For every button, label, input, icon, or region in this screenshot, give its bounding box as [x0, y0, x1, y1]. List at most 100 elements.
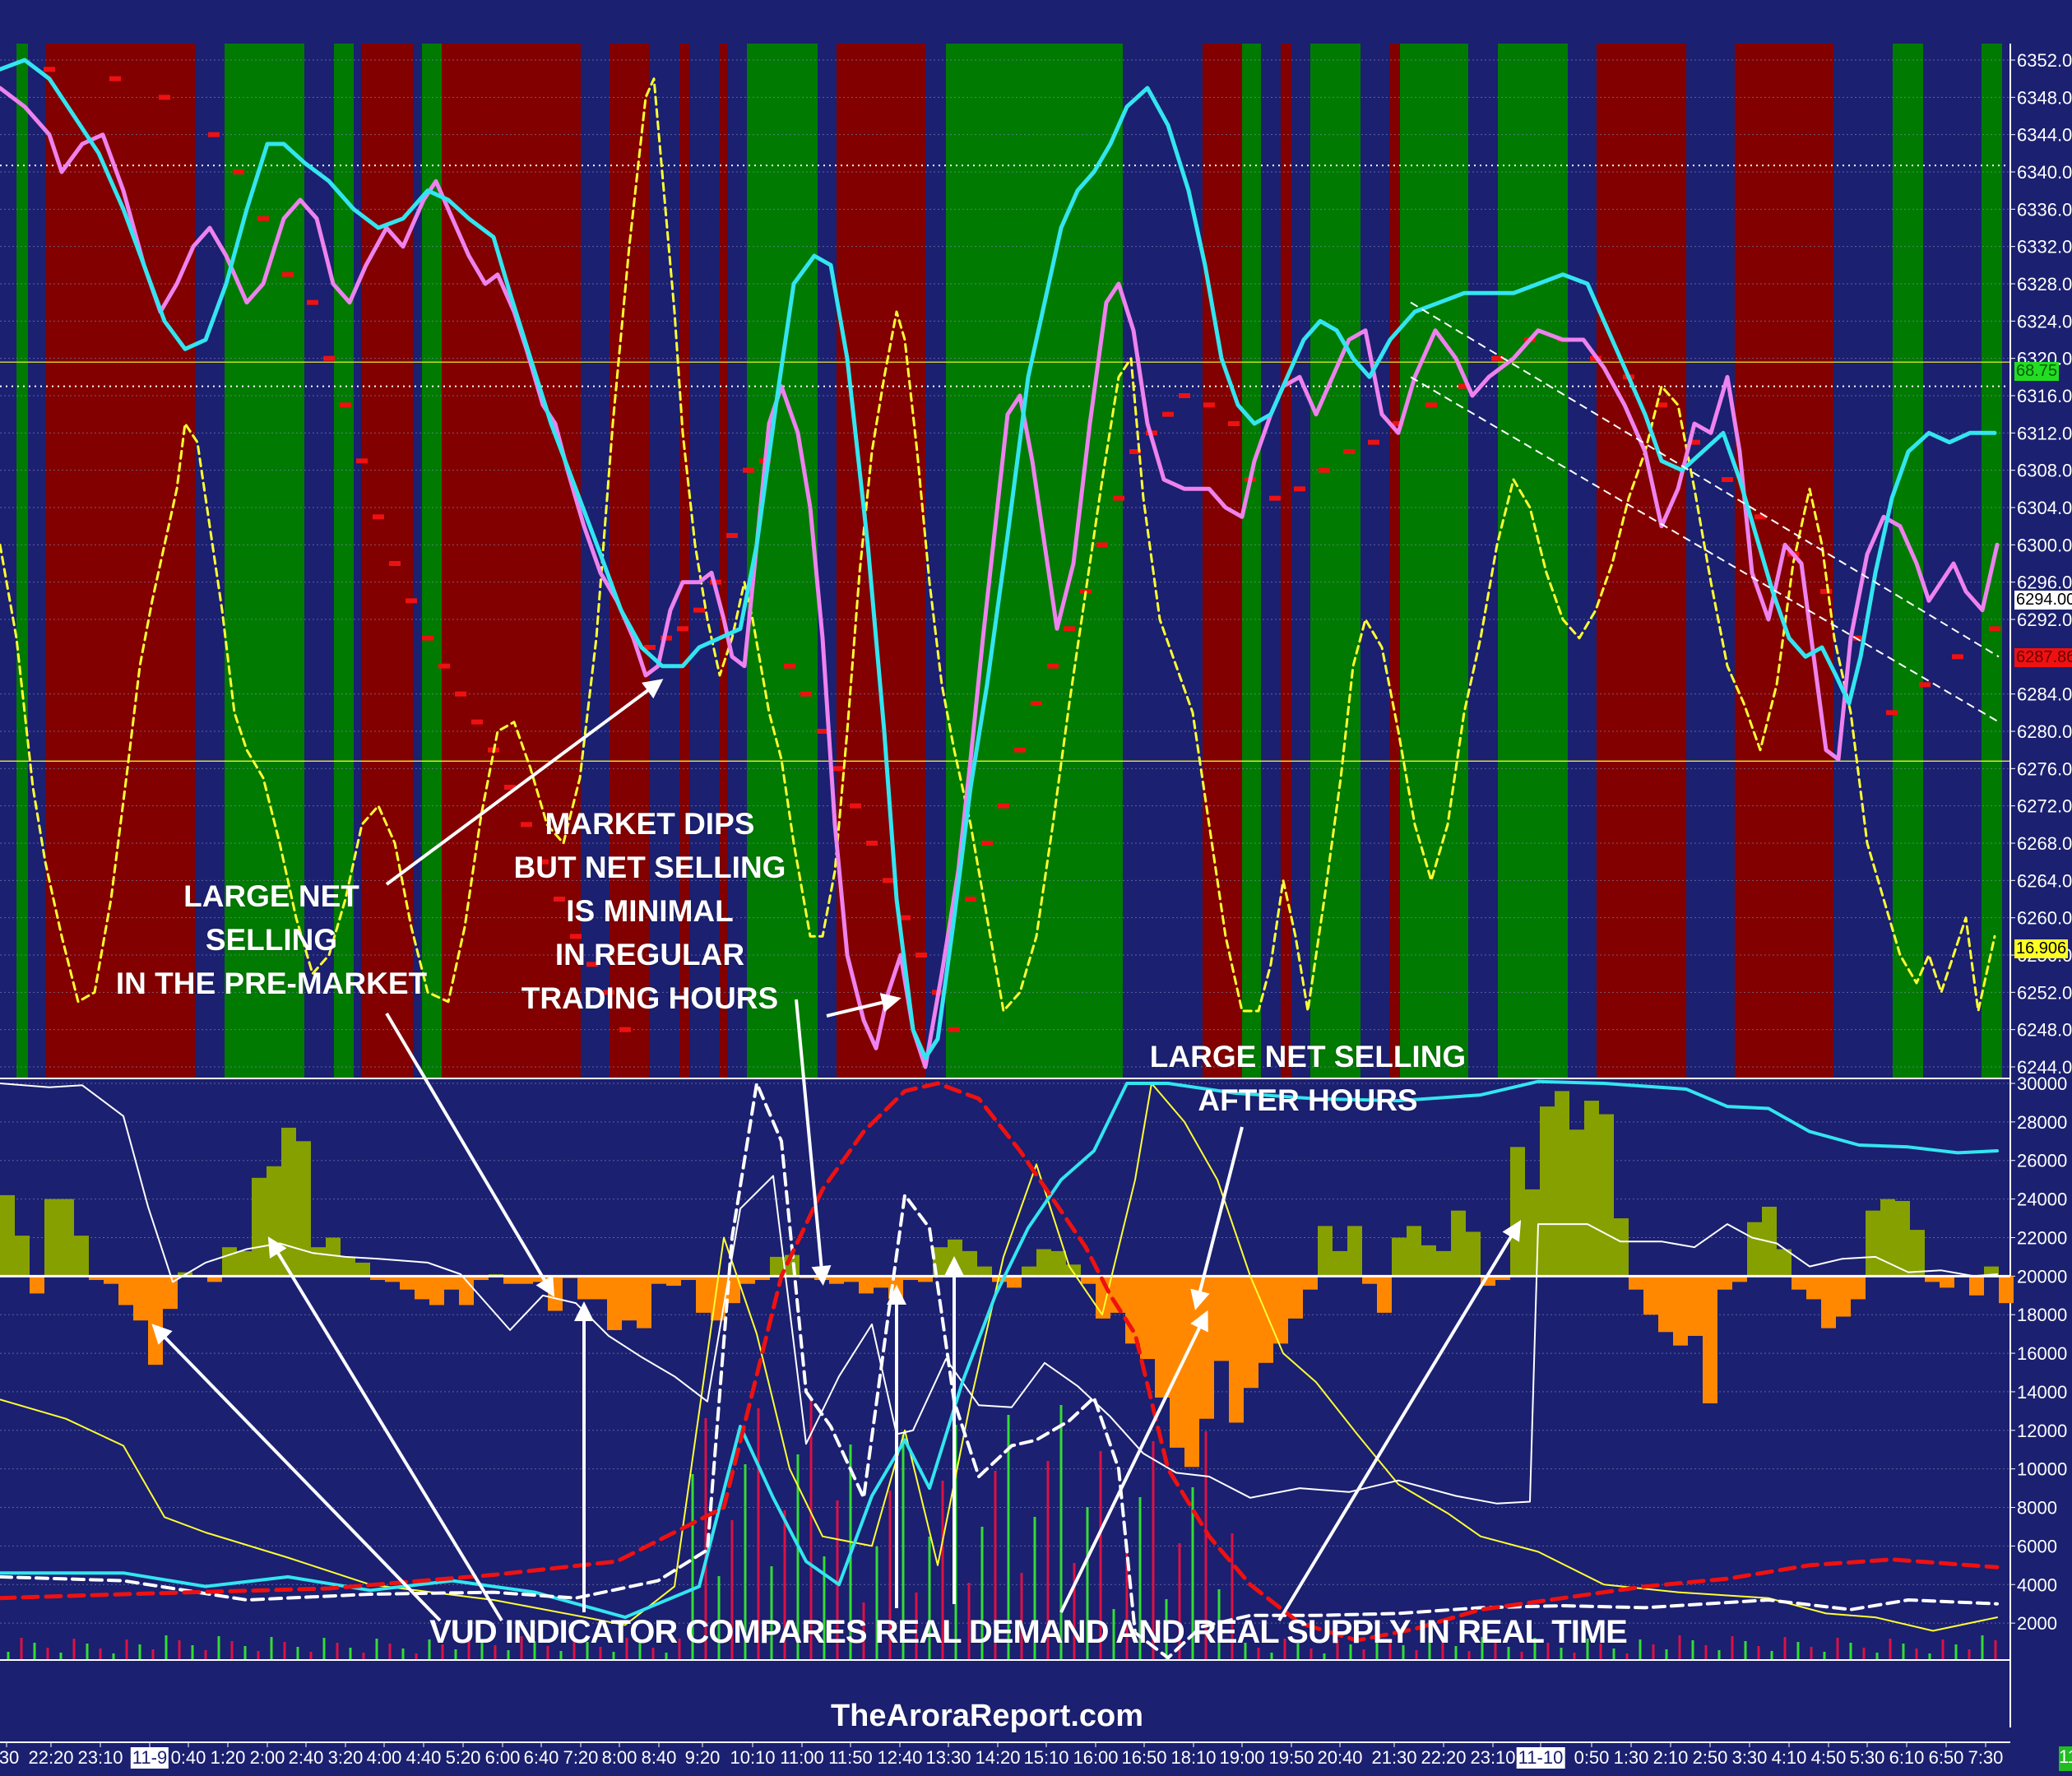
- vud-tick-label: 20000: [2017, 1266, 2067, 1287]
- price-tick-label: 6332.00: [2017, 237, 2072, 257]
- annotation-market-dips: MARKET DIPS BUT NET SELLING IS MINIMAL I…: [513, 807, 786, 1015]
- time-tick-label: 5:30: [1849, 1747, 1885, 1768]
- price-tick-label: 6352.00: [2017, 50, 2072, 71]
- time-tick-label: 3:30: [1731, 1747, 1768, 1768]
- time-tick-label: 4:50: [1810, 1747, 1847, 1768]
- price-tick-label: 6324.00: [2017, 311, 2072, 332]
- time-tick-label: 3:20: [327, 1747, 364, 1768]
- price-tick-label: 6344.00: [2017, 125, 2072, 146]
- time-tick-label: 8:00: [601, 1747, 637, 1768]
- price-tick-label: 6348.00: [2017, 87, 2072, 108]
- arrow: [826, 993, 902, 1018]
- time-tick-label: 5:20: [445, 1747, 481, 1768]
- price-tick-label: 6328.00: [2017, 274, 2072, 294]
- annotation-premarket: LARGE NET SELLING IN THE PRE-MARKET: [115, 879, 428, 1000]
- vud-tick-label: 8000: [2017, 1498, 2057, 1519]
- arrow: [795, 999, 832, 1286]
- time-tick-label: 22:20: [28, 1747, 74, 1768]
- time-tick-label: 1:30: [1613, 1747, 1649, 1768]
- price-tick-label: 6308.00: [2017, 461, 2072, 481]
- price-tick-label: 6296.00: [2017, 573, 2072, 593]
- time-tick-label: 19:50: [1268, 1747, 1314, 1768]
- vud-tick-label: 24000: [2017, 1189, 2067, 1210]
- time-tick-label: 8:40: [641, 1747, 677, 1768]
- price-tick-label: 6268.00: [2017, 833, 2072, 854]
- price-tick-label: 6312.00: [2017, 423, 2072, 443]
- time-tick-label: 2:00: [249, 1747, 285, 1768]
- date-marker: 11-10: [1516, 1747, 1565, 1769]
- time-tick-label: 6:40: [523, 1747, 559, 1768]
- time-tick-label: 20:40: [1317, 1747, 1363, 1768]
- price-tick-label: 6284.00: [2017, 684, 2072, 705]
- time-tick-label: 12:40: [877, 1747, 923, 1768]
- vud-tick-label: 28000: [2017, 1112, 2067, 1133]
- vud-tick-label: 18000: [2017, 1305, 2067, 1325]
- vud-white-dashed-line: [0, 1082, 1999, 1660]
- vud-histogram: [0, 1091, 2014, 1468]
- price-tick-label: 6280.00: [2017, 721, 2072, 742]
- time-tick-label: 6:00: [484, 1747, 521, 1768]
- time-tick-label: 16:50: [1121, 1747, 1167, 1768]
- vud-white-line: [0, 1083, 1998, 1505]
- time-tick-label: 0:40: [170, 1747, 206, 1768]
- vud-tick-label: 30000: [2017, 1073, 2067, 1094]
- arrow: [385, 679, 664, 886]
- arrow: [267, 1236, 503, 1622]
- price-tick-label: 6244.00: [2017, 1057, 2072, 1078]
- time-tick-label: 23:10: [1470, 1747, 1516, 1768]
- time-tick-label: 18:10: [1170, 1747, 1217, 1768]
- arrow: [1277, 1220, 1522, 1622]
- time-tick-label: 23:10: [77, 1747, 123, 1768]
- time-tick-label: :30: [0, 1747, 20, 1768]
- arrow: [1190, 1126, 1244, 1310]
- time-tick-label: 22:20: [1421, 1747, 1467, 1768]
- site-watermark: TheAroraReport.com: [830, 1699, 1144, 1733]
- vud-tick-label: 10000: [2017, 1459, 2067, 1480]
- vud-tick-label: 22000: [2017, 1227, 2067, 1248]
- price-tick-label: 6260.00: [2017, 908, 2072, 929]
- price-tick-label: 6272.00: [2017, 796, 2072, 817]
- time-tick-label: 11:50: [828, 1747, 873, 1768]
- time-tick-label: 16:00: [1073, 1747, 1119, 1768]
- arrow: [151, 1324, 442, 1622]
- trend-channel-line: [1410, 301, 2000, 658]
- vud-tick-label: 16000: [2017, 1343, 2067, 1364]
- price-tick-label: 6252.00: [2017, 982, 2072, 1003]
- vud-tick-label: 4000: [2017, 1574, 2057, 1595]
- volume-bars: [7, 1398, 1997, 1660]
- vud-red-dashed-line: [0, 1081, 2000, 1643]
- time-tick-label: 10:10: [730, 1747, 776, 1768]
- slow-ma-line: [0, 58, 1997, 1060]
- price-tick-label: 6336.00: [2017, 199, 2072, 220]
- time-tick-label: 0:50: [1574, 1747, 1610, 1768]
- annotation-after-hours: LARGE NET SELLING AFTER HOURS: [1149, 1040, 1467, 1117]
- price-badge: 6287.86: [2014, 647, 2072, 667]
- vud-tick-label: 26000: [2017, 1151, 2067, 1171]
- price-tick-label: 6316.00: [2017, 386, 2072, 406]
- trend-channel-line: [1410, 376, 2000, 723]
- price-tick-label: 6264.00: [2017, 870, 2072, 891]
- time-tick-label: 21:30: [1371, 1747, 1417, 1768]
- time-tick-label: 19:00: [1219, 1747, 1265, 1768]
- time-tick-label: 11:00: [780, 1747, 824, 1768]
- time-tick-label: 7:30: [1968, 1747, 2004, 1768]
- time-tick-label: 7:20: [563, 1747, 599, 1768]
- vud-tick-label: 6000: [2017, 1536, 2057, 1556]
- corner-badge: 11: [2059, 1746, 2072, 1771]
- price-tick-label: 6304.00: [2017, 498, 2072, 518]
- price-tick-label: 6292.00: [2017, 610, 2072, 630]
- arrow: [385, 1012, 555, 1297]
- date-marker: 11-9: [130, 1747, 169, 1769]
- time-tick-label: 4:00: [366, 1747, 402, 1768]
- price-badge: 68.75: [2014, 361, 2060, 381]
- price-badge: 16.906: [2014, 939, 2069, 959]
- time-tick-label: 6:50: [1928, 1747, 1964, 1768]
- vud-tick-label: 14000: [2017, 1382, 2067, 1403]
- time-tick-label: 4:10: [1771, 1747, 1807, 1768]
- annotation-vud: VUD INDICATOR COMPARES REAL DEMAND AND R…: [429, 1614, 1628, 1650]
- time-tick-label: 14:20: [975, 1747, 1021, 1768]
- time-tick-label: 2:50: [1692, 1747, 1728, 1768]
- time-tick-label: 9:20: [684, 1747, 721, 1768]
- fast-ma-line: [0, 86, 2000, 1069]
